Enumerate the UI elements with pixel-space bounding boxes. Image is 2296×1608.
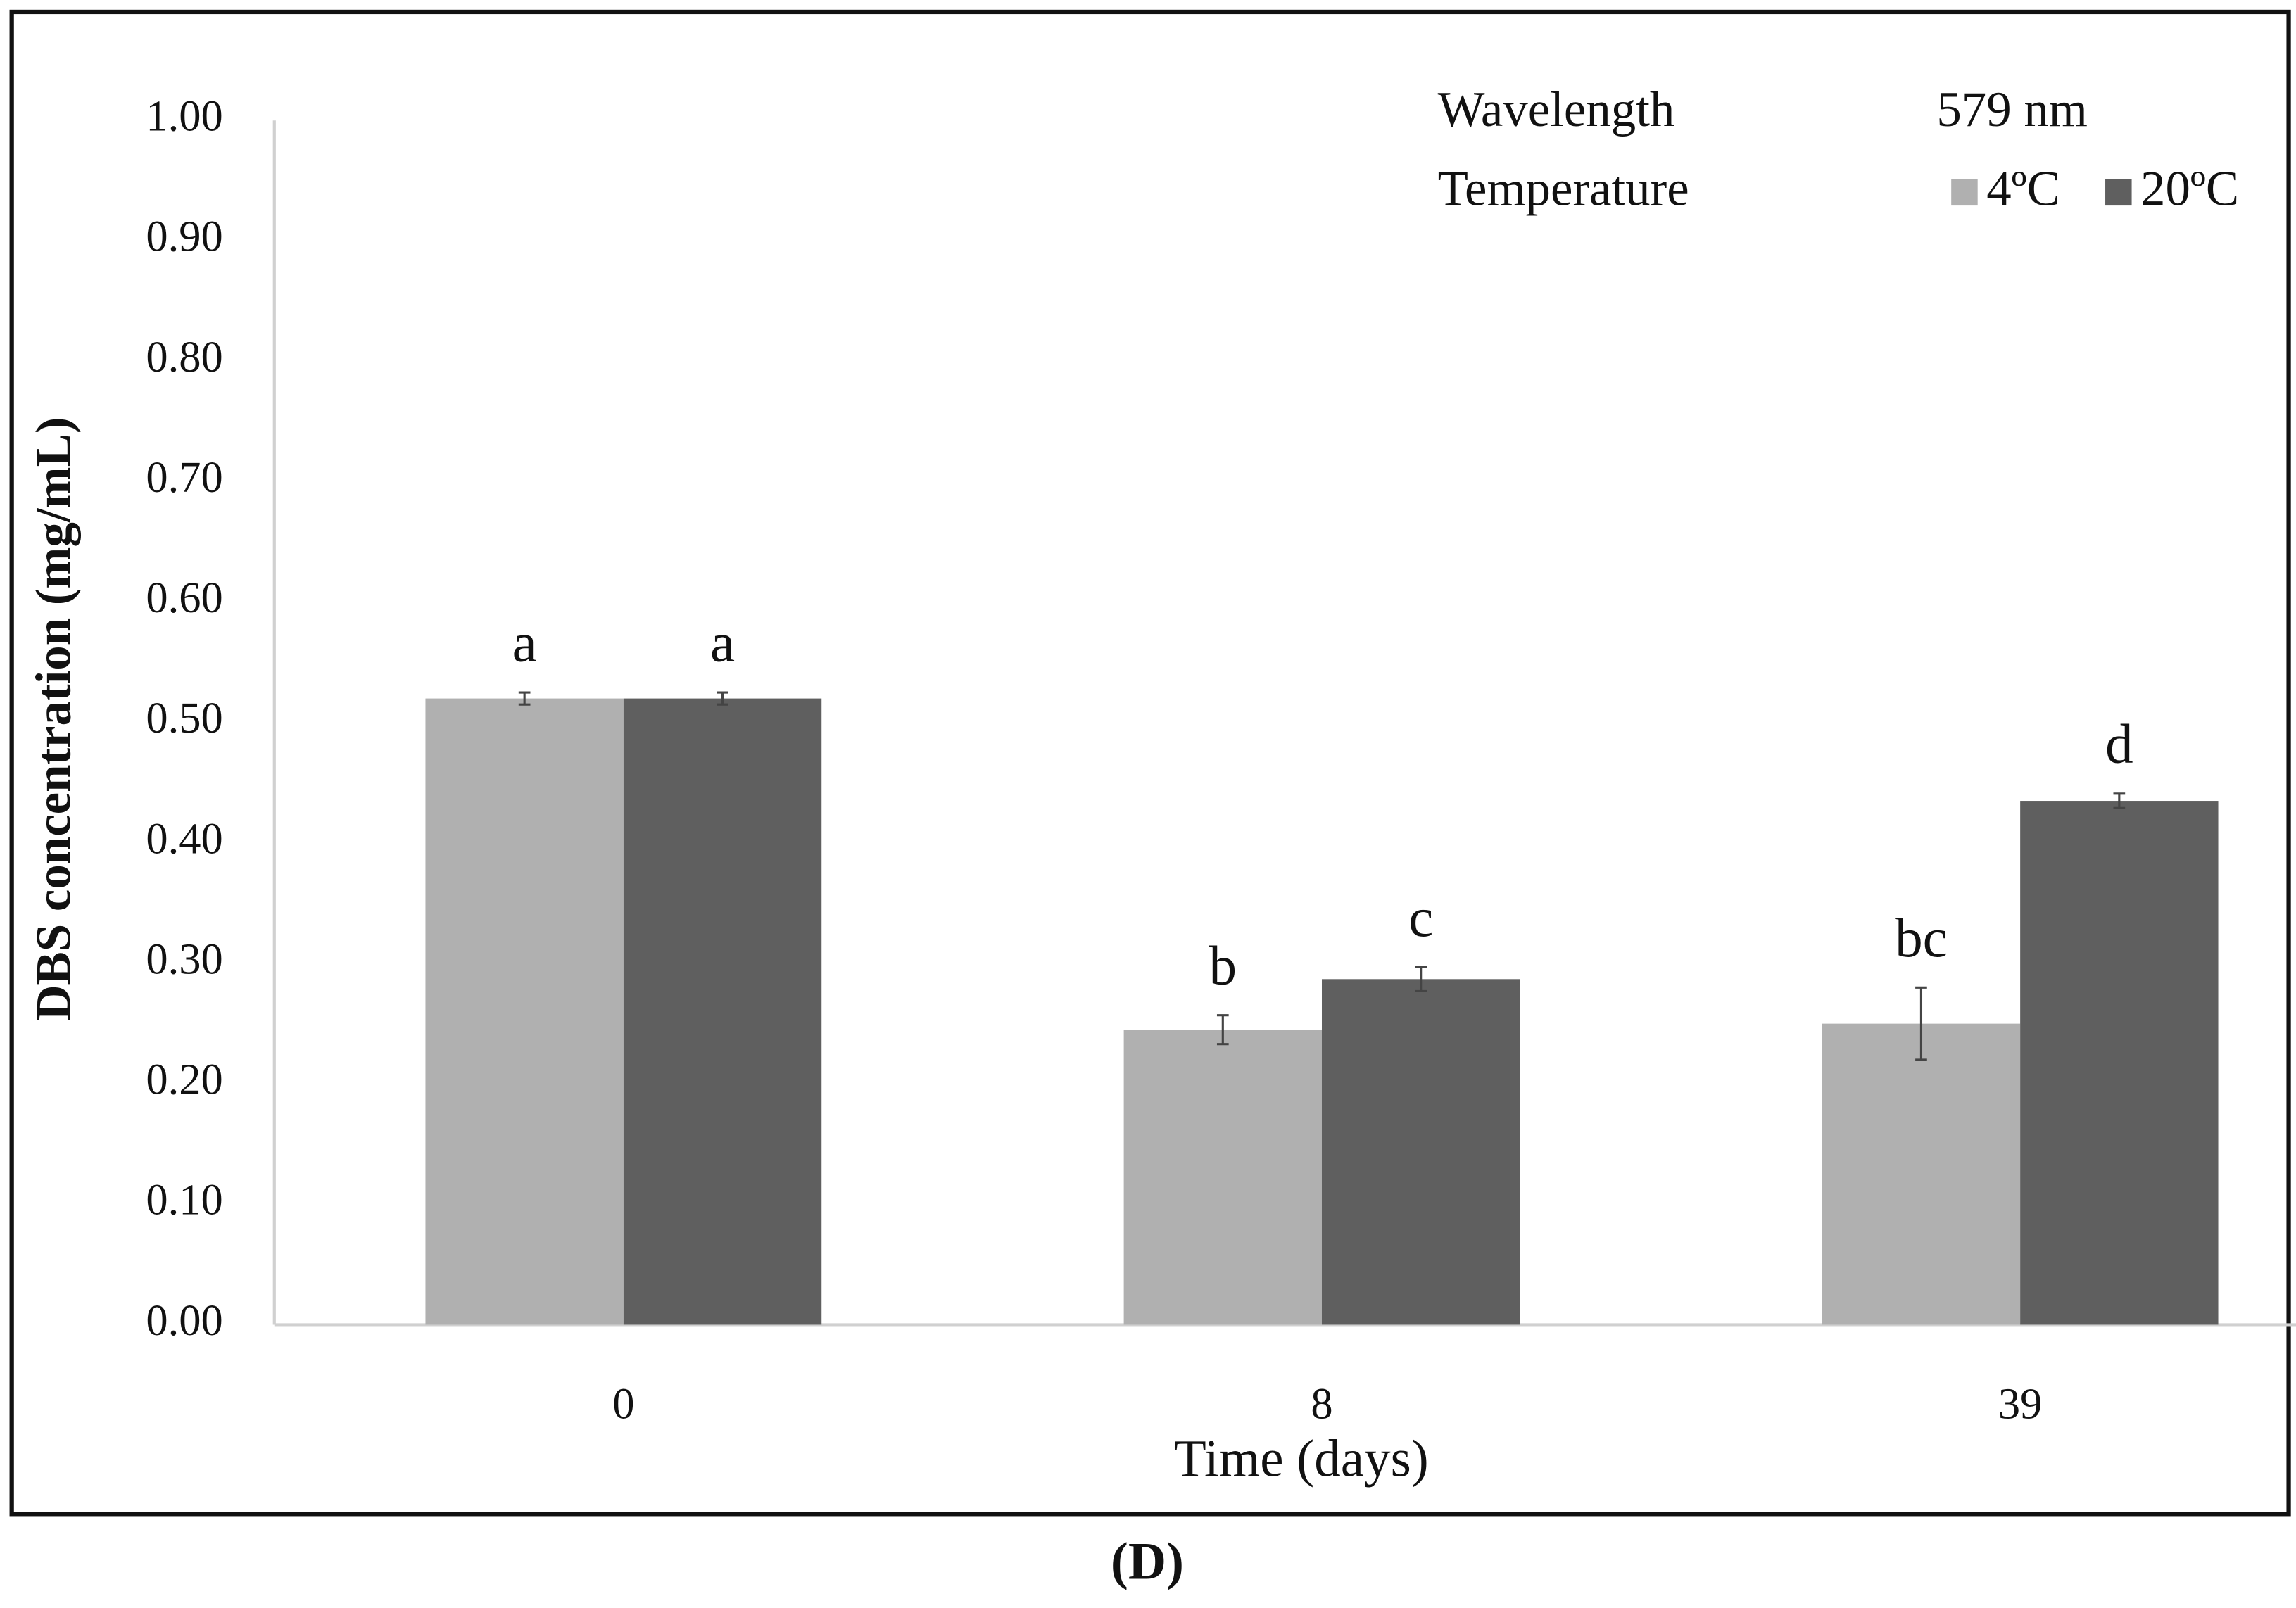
significance-letter: b: [1209, 935, 1237, 996]
legend-header: 579 nm: [1936, 82, 2088, 137]
error-bar: [717, 691, 728, 706]
x-tick-label: 0: [612, 1379, 634, 1429]
y-tick-label: 0.30: [146, 934, 222, 983]
legend-swatch: [1951, 179, 1978, 206]
error-bar: [2113, 792, 2126, 809]
legend-header: Wavelength: [1438, 82, 1675, 137]
significance-letter: a: [710, 612, 735, 674]
y-tick-label: 0.50: [146, 693, 222, 742]
bar: [2020, 801, 2219, 1325]
error-bar: [518, 691, 531, 706]
bar: [1123, 1030, 1322, 1325]
y-tick-label: 0.20: [146, 1055, 222, 1104]
error-bar: [1216, 1014, 1229, 1046]
significance-letter: c: [1408, 887, 1433, 949]
legend-label: 20ºC: [2140, 162, 2239, 217]
y-tick-label: 0.40: [146, 814, 222, 863]
y-axis-title: DBS concentration (mg/mL): [27, 417, 82, 1021]
legend-label: 4ºC: [1986, 162, 2060, 217]
frame: [9, 9, 2291, 1517]
error-bar: [1415, 966, 1427, 992]
x-axis-title: Time (days): [1174, 1430, 1429, 1488]
bar: [623, 698, 822, 1325]
significance-letter: d: [2105, 713, 2133, 775]
significance-letter: bc: [1895, 907, 1948, 969]
bar: [1321, 979, 1520, 1325]
panel-label: (D): [1111, 1533, 1184, 1591]
y-tick-label: 0.90: [146, 212, 222, 261]
y-tick-label: 0.00: [146, 1296, 222, 1345]
significance-letter: a: [512, 612, 537, 674]
y-tick-label: 0.10: [146, 1175, 222, 1224]
y-tick-label: 1.00: [146, 91, 222, 141]
x-tick-label: 39: [1998, 1379, 2043, 1429]
bar: [425, 698, 624, 1325]
y-tick-label: 0.60: [146, 573, 222, 622]
error-bar: [1915, 986, 1927, 1061]
legend-title: Temperature: [1438, 162, 1689, 217]
y-tick-label: 0.80: [146, 332, 222, 381]
x-tick-label: 8: [1311, 1379, 1332, 1429]
bar: [1822, 1023, 2021, 1325]
legend-swatch: [2105, 179, 2132, 206]
y-tick-label: 0.70: [146, 452, 222, 502]
